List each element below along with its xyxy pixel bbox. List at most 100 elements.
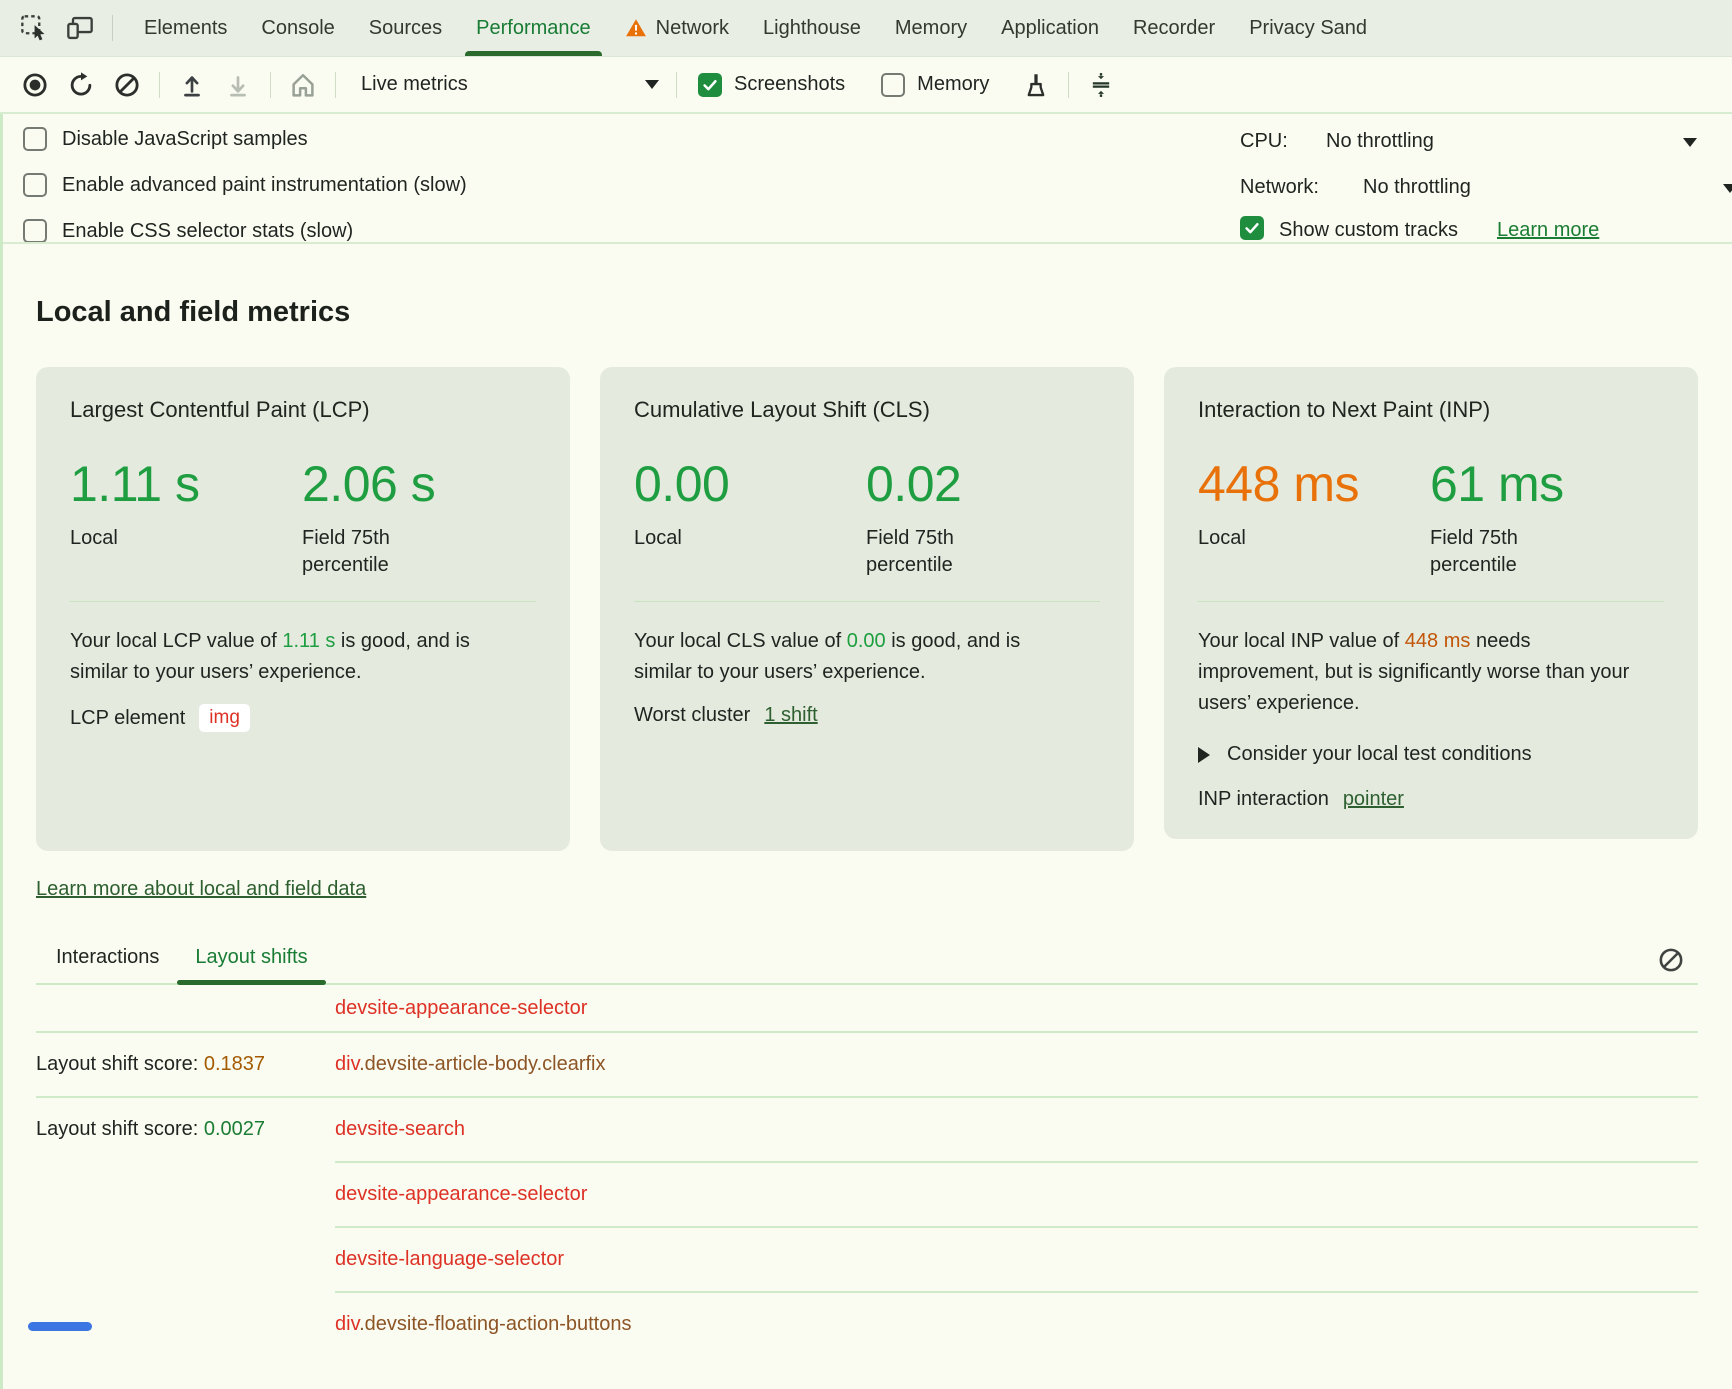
network-throttle-value[interactable]: No throttling [1363, 176, 1471, 198]
collapse-sections-icon[interactable] [1080, 65, 1122, 105]
cls-local-label: Local [634, 527, 682, 549]
learn-more-local-field-link[interactable]: Learn more about local and field data [36, 878, 367, 900]
shift-element-link[interactable]: devsite-search [335, 1118, 465, 1141]
shift-element-link[interactable]: div.devsite-article-body.clearfix [335, 1053, 605, 1076]
tab-console[interactable]: Console [244, 0, 351, 56]
inp-desc-prefix: Your local INP value of [1198, 630, 1405, 652]
selector-tag: div [335, 1313, 360, 1335]
tab-performance[interactable]: Performance [459, 0, 608, 56]
screenshots-toggle[interactable]: Screenshots [698, 72, 869, 97]
cpu-throttle-label: CPU: [1240, 130, 1288, 152]
reload-and-record-button[interactable] [60, 65, 102, 105]
screenshots-label: Screenshots [734, 73, 846, 95]
tab-memory[interactable]: Memory [878, 0, 984, 56]
custom-tracks-learn-more-link[interactable]: Learn more [1497, 219, 1600, 241]
live-metrics-view: Local and field metrics Largest Contentf… [3, 296, 1732, 1356]
tab-label: Interactions [56, 946, 160, 968]
clear-button[interactable] [106, 65, 148, 105]
lcp-desc-suffix: is good, and is similar to your users’ e… [70, 630, 470, 683]
memory-checkbox[interactable] [881, 72, 906, 97]
inp-field-label: Field 75th percentile [1430, 527, 1518, 576]
tab-interactions[interactable]: Interactions [38, 946, 177, 983]
tab-sources[interactable]: Sources [352, 0, 459, 56]
inspect-element-icon[interactable] [14, 8, 54, 48]
selector-tag: devsite-language-selector [335, 1248, 565, 1270]
collect-garbage-icon[interactable] [1015, 65, 1057, 105]
selector-tag: div [335, 1053, 360, 1075]
lcp-element-chip[interactable]: img [199, 704, 250, 732]
shift-element-link[interactable]: devsite-appearance-selector [335, 997, 587, 1020]
chevron-down-icon[interactable] [1723, 184, 1732, 193]
tab-privacy-sandbox[interactable]: Privacy Sand [1232, 0, 1384, 56]
device-toolbar-icon[interactable] [60, 8, 100, 48]
local-test-conditions-disclosure[interactable]: Consider your local test conditions [1198, 743, 1664, 766]
shift-element-link[interactable]: devsite-language-selector [335, 1248, 564, 1271]
advanced-paint-row[interactable]: Enable advanced paint instrumentation (s… [23, 173, 467, 197]
load-profile-icon[interactable] [171, 65, 213, 105]
tab-recorder[interactable]: Recorder [1116, 0, 1232, 56]
shift-element-link[interactable]: div.devsite-floating-action-buttons [335, 1313, 631, 1336]
inp-description: Your local INP value of 448 ms needs imp… [1198, 626, 1635, 719]
bottom-left-blue-bar [28, 1322, 92, 1331]
cls-description: Your local CLS value of 0.00 is good, an… [634, 626, 1071, 688]
tab-label: Memory [894, 16, 968, 39]
capture-settings: Disable JavaScript samples Enable advanc… [3, 114, 1732, 244]
cls-desc-prefix: Your local CLS value of [634, 630, 847, 652]
inp-interaction-label: INP interaction [1198, 788, 1329, 810]
worst-cluster-label: Worst cluster [634, 704, 751, 726]
cls-desc-value: 0.00 [846, 630, 886, 652]
table-row[interactable]: Layout shift score: 0.1837 div.devsite-a… [36, 1033, 1698, 1096]
live-metrics-select[interactable]: Live metrics [361, 73, 659, 96]
advanced-paint-checkbox[interactable] [23, 173, 47, 197]
table-row[interactable]: Layout shift score: 0.0027 devsite-searc… [36, 1098, 1698, 1161]
worst-cluster-row: Worst cluster 1 shift [634, 704, 1100, 727]
tab-lighthouse[interactable]: Lighthouse [746, 0, 878, 56]
row-divider [335, 1161, 1698, 1163]
clear-log-icon[interactable] [1656, 945, 1686, 975]
cpu-throttle-value[interactable]: No throttling [1326, 130, 1434, 152]
screenshots-checkbox[interactable] [698, 72, 722, 97]
css-selector-stats-checkbox[interactable] [23, 219, 47, 242]
chevron-down-icon[interactable] [1683, 138, 1697, 147]
home-icon[interactable] [282, 65, 324, 105]
css-selector-stats-row[interactable]: Enable CSS selector stats (slow) [23, 219, 354, 242]
worst-cluster-link[interactable]: 1 shift [764, 704, 818, 726]
local-field-metrics-heading: Local and field metrics [36, 296, 351, 328]
performance-toolbar: Live metrics Screenshots Memory [0, 57, 1732, 114]
log-tabbar: Interactions Layout shifts [36, 939, 1698, 985]
table-row[interactable]: div.devsite-floating-action-buttons [36, 1293, 1698, 1356]
tab-application[interactable]: Application [984, 0, 1116, 56]
lcp-element-row: LCP element img [70, 704, 536, 732]
selector-class: .devsite-floating-action-buttons [359, 1313, 632, 1335]
card-divider [1198, 601, 1664, 602]
inp-interaction-link[interactable]: pointer [1342, 788, 1404, 810]
inp-field-value: 61 ms [1430, 456, 1564, 512]
tab-layout-shifts[interactable]: Layout shifts [177, 946, 326, 985]
table-row[interactable]: devsite-appearance-selector [36, 985, 1698, 1031]
tabbar-left-icons [0, 0, 127, 56]
local-test-conditions-label: Consider your local test conditions [1227, 743, 1532, 765]
record-button[interactable] [14, 65, 56, 105]
memory-toggle[interactable]: Memory [881, 72, 1013, 97]
tab-network[interactable]: Network [608, 0, 746, 56]
cls-card: Cumulative Layout Shift (CLS) 0.00 Local… [600, 367, 1134, 851]
tab-label: Network [655, 16, 729, 39]
disable-js-samples-checkbox[interactable] [23, 127, 47, 151]
inp-card-title: Interaction to Next Paint (INP) [1198, 397, 1491, 422]
live-metrics-label: Live metrics [361, 73, 468, 95]
chevron-down-icon [645, 80, 659, 89]
disable-js-samples-row[interactable]: Disable JavaScript samples [23, 127, 308, 151]
row-divider [335, 1291, 1698, 1293]
table-row[interactable]: devsite-appearance-selector [36, 1163, 1698, 1226]
css-selector-stats-label: Enable CSS selector stats (slow) [62, 219, 354, 242]
shift-element-link[interactable]: devsite-appearance-selector [335, 1183, 587, 1206]
show-custom-tracks-checkbox[interactable] [1240, 216, 1264, 240]
warning-icon [625, 17, 647, 39]
lcp-field-value: 2.06 s [302, 456, 436, 512]
table-row[interactable]: devsite-language-selector [36, 1228, 1698, 1291]
save-profile-icon[interactable] [217, 65, 259, 105]
tab-label: Sources [368, 16, 443, 39]
toolbar-divider [159, 71, 160, 98]
tab-label: Elements [144, 16, 228, 39]
tab-elements[interactable]: Elements [127, 0, 244, 56]
